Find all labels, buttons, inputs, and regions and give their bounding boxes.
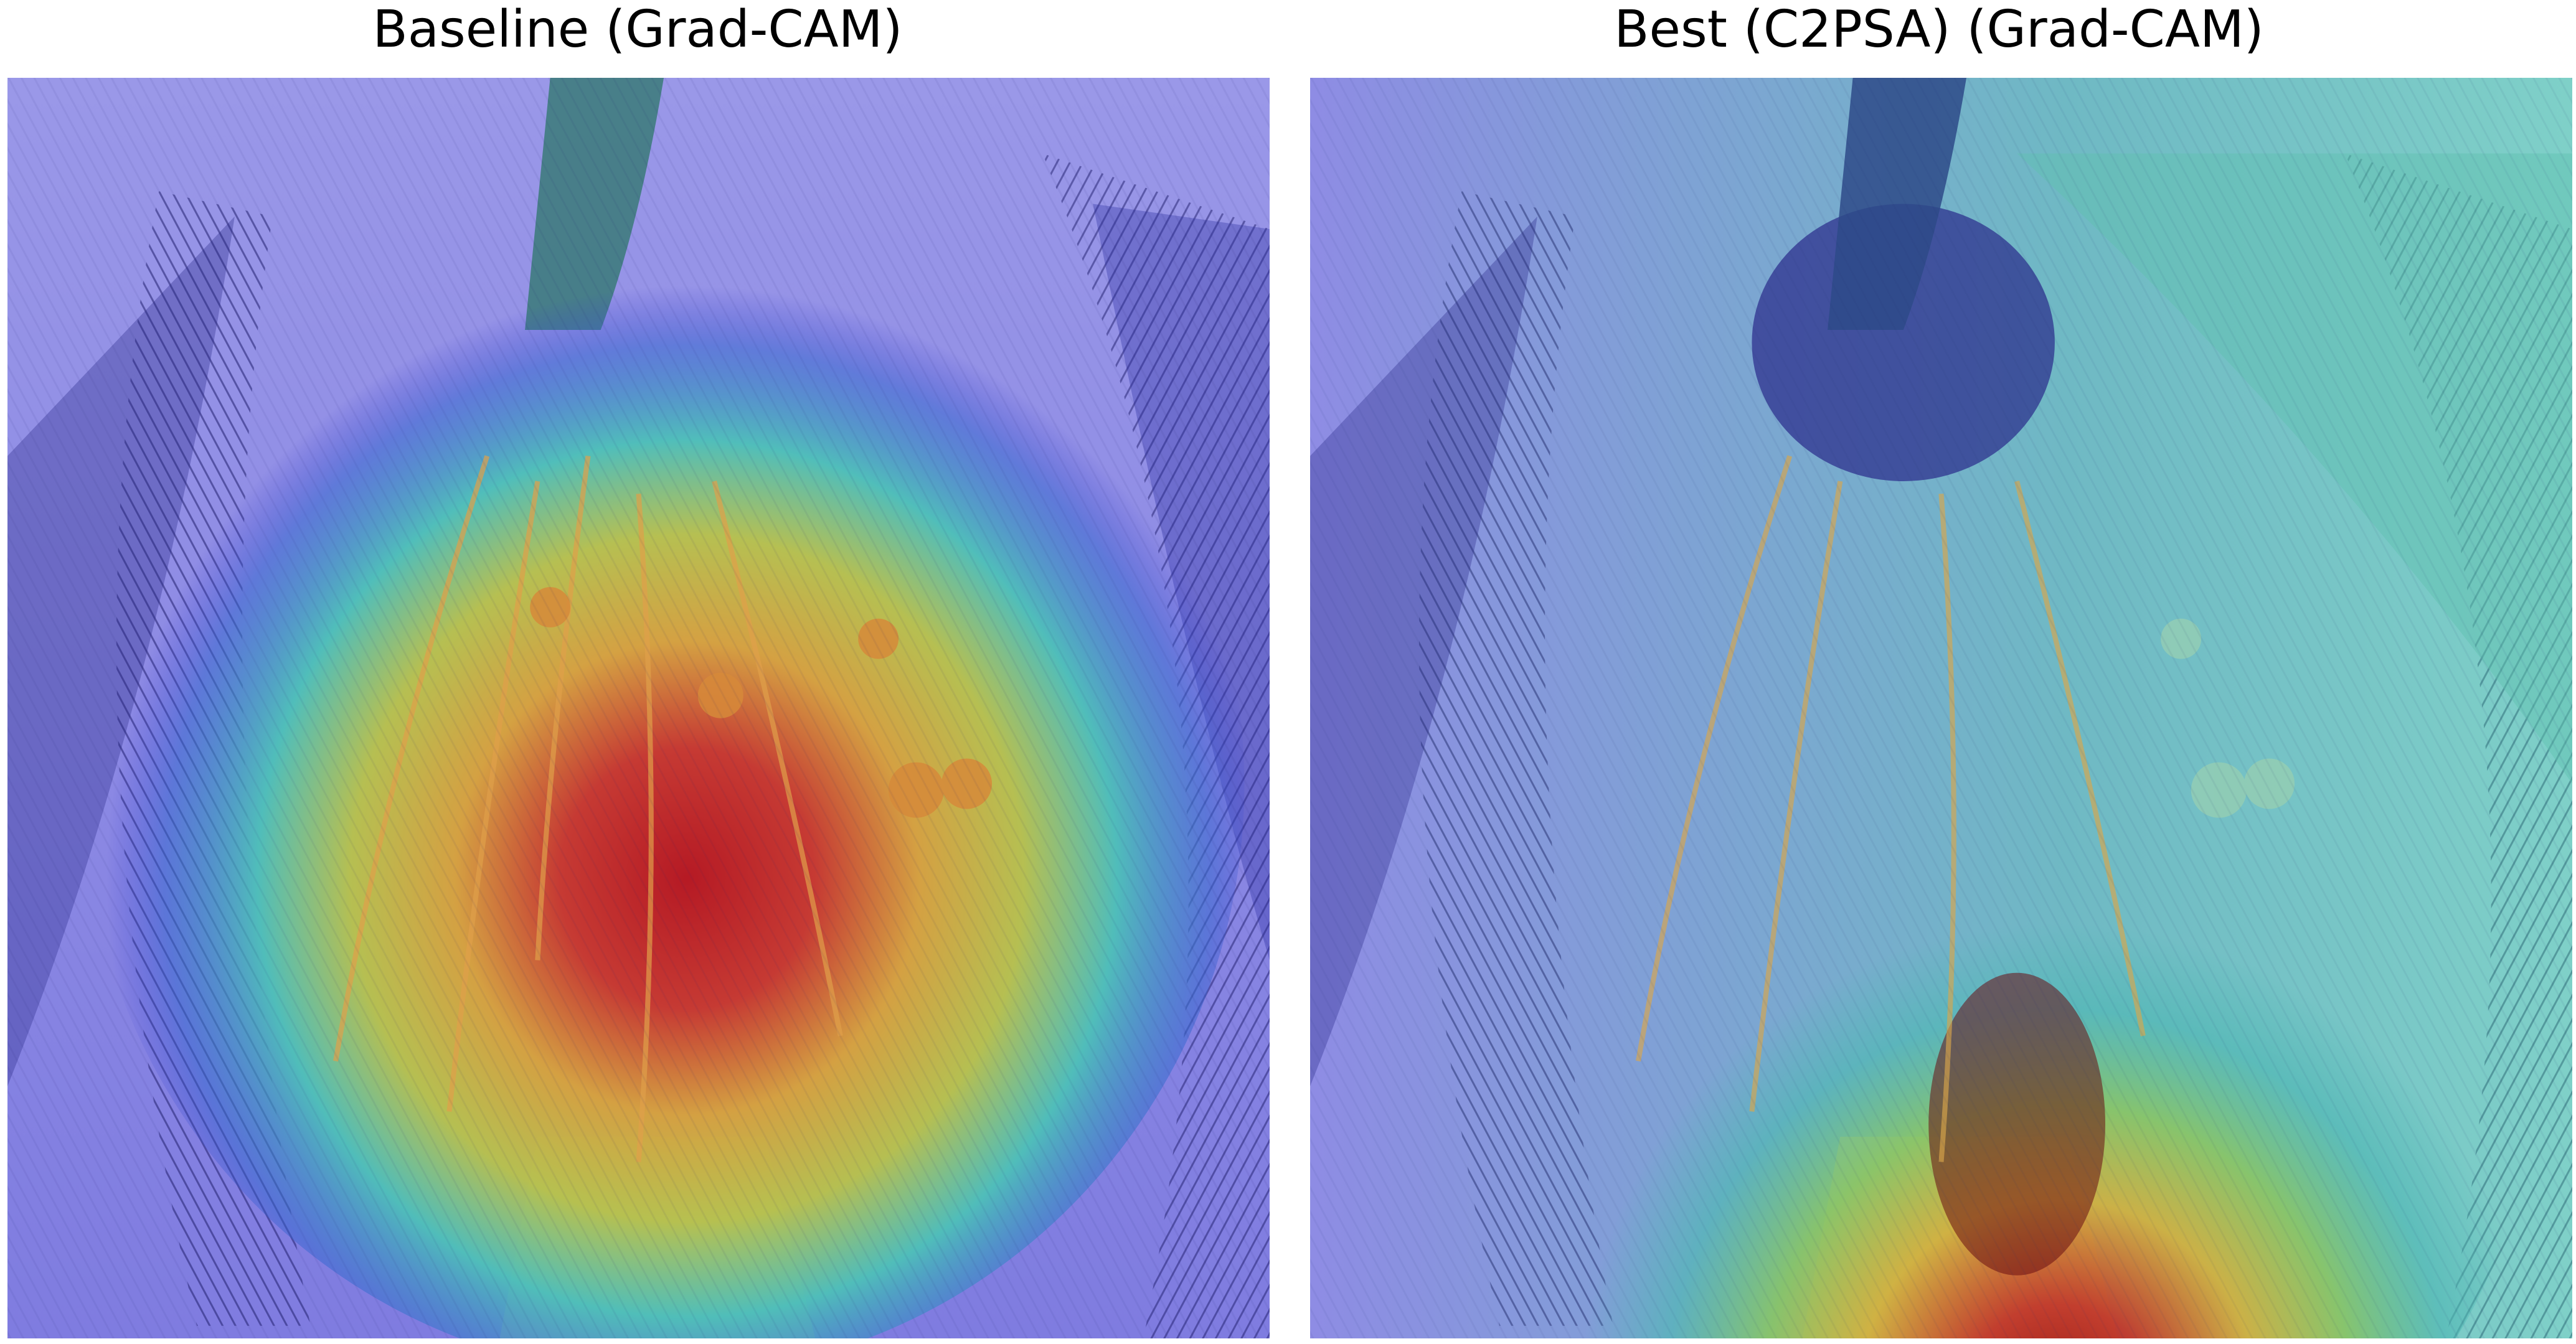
panel-title-best-c2psa: Best (C2PSA) (Grad-CAM) — [1614, 0, 2264, 59]
gradcam-image-baseline — [7, 78, 1270, 1338]
gradcam-image-best-c2psa — [1310, 78, 2572, 1338]
panel-title-baseline: Baseline (Grad-CAM) — [372, 0, 903, 59]
